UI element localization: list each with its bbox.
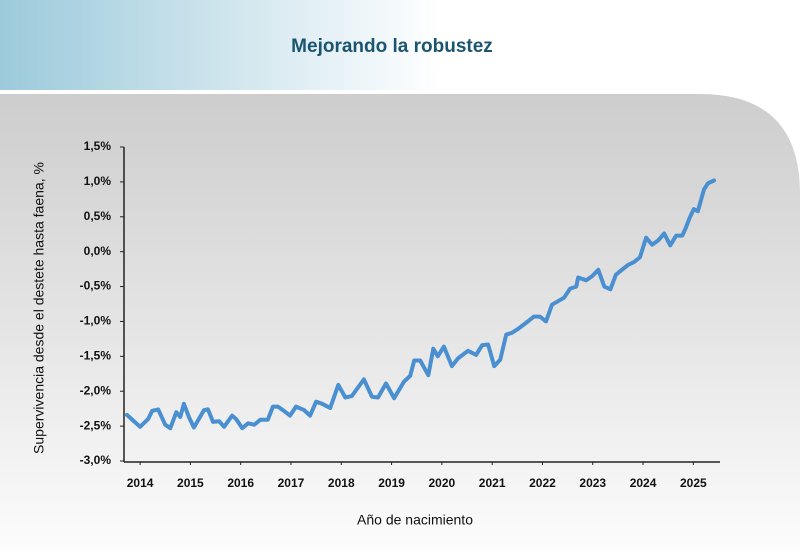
y-tick-label: -2,0% (80, 383, 112, 397)
data-line (125, 178, 716, 431)
chart-title: Mejorando la robustez (291, 36, 493, 57)
x-tick-label: 2018 (328, 476, 355, 490)
x-tick-label: 2021 (479, 476, 506, 490)
header-band (0, 0, 800, 90)
x-tick-label: 2023 (579, 476, 606, 490)
y-tick-label: -1,0% (80, 314, 112, 328)
y-tick-label: 0,5% (84, 209, 112, 223)
y-tick-label: 1,0% (84, 174, 112, 188)
x-tick-label: 2025 (680, 476, 707, 490)
x-tick-label: 2020 (429, 476, 456, 490)
x-tick-label: 2022 (529, 476, 556, 490)
x-tick-label: 2017 (278, 476, 305, 490)
y-tick-label: -3,0% (80, 453, 112, 467)
panel (0, 94, 800, 550)
x-tick-label: 2014 (127, 476, 154, 490)
y-tick-label: -1,5% (80, 349, 112, 363)
y-tick-label: -2,5% (80, 418, 112, 432)
y-tick-label: 0,0% (84, 244, 112, 258)
x-tick-label: 2015 (177, 476, 204, 490)
y-tick-label: 1,5% (84, 139, 112, 153)
y-axis-title: Supervivencia desde el destete hasta fae… (31, 162, 47, 454)
x-tick-label: 2016 (227, 476, 254, 490)
x-axis-title: Año de nacimiento (357, 512, 473, 528)
x-tick-label: 2019 (378, 476, 405, 490)
y-tick-label: -0,5% (80, 279, 112, 293)
x-tick-label: 2024 (630, 476, 657, 490)
